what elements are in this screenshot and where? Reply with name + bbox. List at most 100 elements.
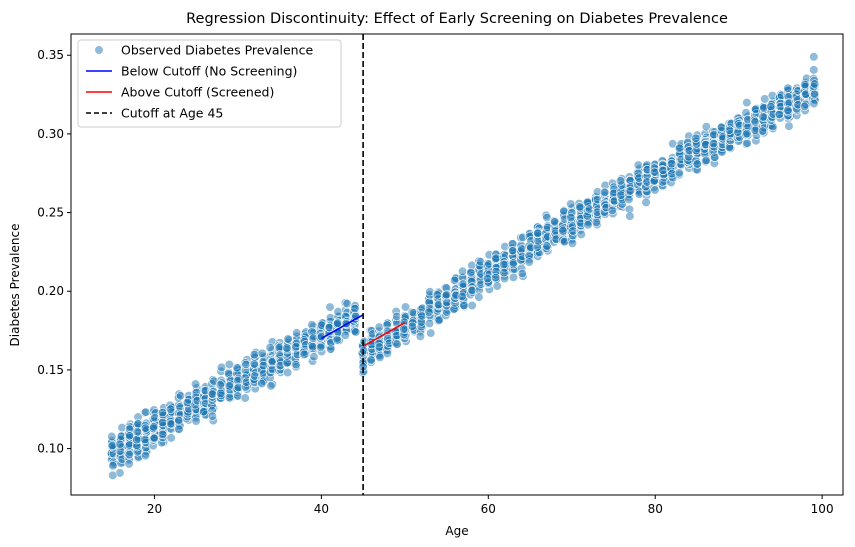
scatter-point: [674, 168, 684, 178]
scatter-point: [140, 434, 150, 445]
scatter-point: [366, 355, 376, 365]
scatter-point: [291, 360, 301, 370]
scatter-point: [810, 79, 820, 89]
scatter-point: [326, 344, 336, 354]
scatter-point: [542, 241, 552, 251]
scatter-point: [459, 300, 469, 310]
scatter-point: [809, 52, 819, 62]
legend-label: Observed Diabetes Prevalence: [121, 43, 313, 58]
scatter-point: [108, 461, 118, 471]
y-tick-label: 0.30: [37, 127, 64, 141]
scatter-point: [783, 83, 793, 93]
scatter-point: [742, 97, 752, 108]
scatter-point: [308, 342, 318, 352]
scatter-point: [724, 125, 734, 135]
scatter-point: [757, 126, 768, 136]
scatter-point: [216, 362, 227, 372]
scatter-point: [692, 159, 702, 169]
scatter-point: [374, 322, 384, 332]
scatter-point: [625, 211, 635, 221]
scatter-point: [533, 228, 543, 238]
scatter-point: [466, 268, 476, 278]
x-tick-label: 20: [147, 502, 162, 516]
scatter-point: [566, 212, 576, 223]
scatter-point: [309, 352, 319, 362]
scatter-point: [115, 439, 125, 450]
scatter-point: [583, 220, 593, 230]
scatter-point: [434, 315, 444, 325]
y-tick-label: 0.25: [37, 206, 64, 220]
x-tick-label: 60: [481, 502, 496, 516]
scatter-point: [432, 290, 442, 300]
scatter-point: [292, 328, 302, 338]
scatter-point: [607, 205, 617, 215]
scatter-point: [624, 194, 634, 205]
scatter-point: [774, 109, 784, 120]
plot-area-frame: [70, 33, 844, 496]
scatter-point: [442, 297, 452, 308]
scatter-point: [107, 431, 117, 442]
scatter-point: [257, 348, 267, 358]
scatter-point: [392, 339, 402, 349]
scatter-point: [550, 217, 560, 227]
scatter-point: [199, 407, 209, 417]
scatter-point: [650, 185, 660, 195]
scatter-point: [375, 352, 385, 363]
scatter-point: [742, 138, 752, 148]
scatter-point: [224, 359, 234, 370]
scatter-point: [517, 268, 527, 279]
scatter-point: [701, 155, 711, 165]
scatter-point: [576, 229, 586, 240]
scatter-point: [784, 121, 794, 131]
scatter-point: [158, 429, 168, 440]
x-axis-ticks: 20 40 60 80 100: [147, 495, 834, 516]
scatter-point: [325, 302, 335, 312]
legend-label: Cutoff at Age 45: [121, 106, 223, 121]
scatter-point: [149, 422, 159, 432]
scatter-point: [282, 358, 292, 368]
y-tick-label: 0.20: [37, 284, 64, 298]
scatter-point: [191, 416, 201, 426]
scatter-point: [140, 451, 151, 461]
scatter-point: [809, 89, 820, 99]
scatter-point: [299, 349, 309, 359]
scatter-point: [400, 302, 411, 312]
y-axis-label: Diabetes Prevalence: [8, 224, 22, 347]
scatter-point: [491, 273, 501, 283]
scatter-point: [283, 367, 293, 378]
scatter-point: [283, 334, 293, 344]
scatter-point: [482, 274, 493, 284]
regression-lines: [320, 34, 406, 495]
scatter-point: [474, 292, 484, 302]
scatter-point: [457, 266, 468, 276]
scatter-point: [457, 291, 467, 302]
scatter-point: [107, 440, 117, 451]
scatter-point: [758, 112, 768, 122]
scatter-point: [316, 342, 326, 352]
y-tick-label: 0.35: [37, 48, 64, 62]
scatter-points: [106, 52, 820, 480]
scatter-point: [616, 190, 626, 200]
scatter-point: [575, 202, 585, 212]
scatter-point: [224, 381, 235, 391]
scatter-point: [508, 272, 519, 282]
x-tick-label: 100: [811, 502, 834, 516]
scatter-point: [799, 101, 810, 111]
scatter-point: [265, 342, 275, 353]
scatter-point: [641, 197, 651, 207]
scatter-point: [132, 435, 142, 445]
scatter-point: [174, 416, 184, 426]
legend-label: Above Cutoff (Screened): [121, 85, 274, 100]
scatter-point: [182, 397, 193, 408]
scatter-point: [240, 393, 250, 403]
scatter-point: [750, 117, 760, 127]
scatter-point: [809, 65, 819, 75]
scatter-point: [499, 268, 509, 278]
scatter-point: [658, 165, 668, 176]
scatter-point: [615, 176, 626, 186]
scatter-point: [491, 253, 501, 263]
scatter-point: [124, 449, 134, 460]
scatter-point: [351, 327, 361, 337]
scatter-point: [132, 427, 142, 437]
